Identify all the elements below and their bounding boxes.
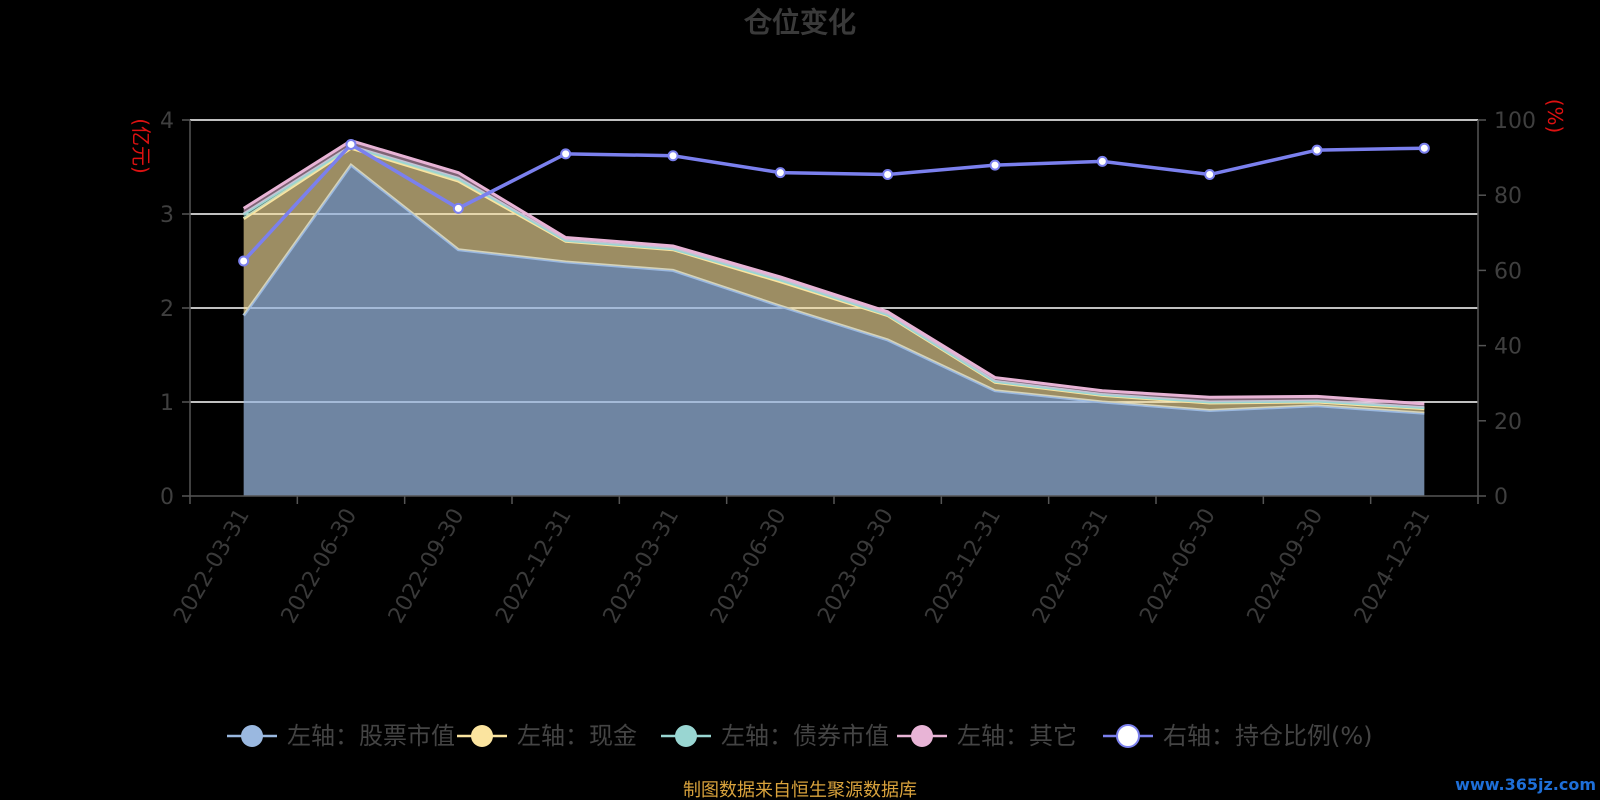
x-tick-label: 2023-12-31 xyxy=(921,505,1007,628)
legend-item-1[interactable]: 左轴：股票市值 xyxy=(227,722,455,750)
holding-ratio-point xyxy=(1311,144,1323,156)
legend-marker xyxy=(911,725,933,747)
legend-label: 左轴：债券市值 xyxy=(721,722,889,750)
holding-ratio-point xyxy=(1096,155,1108,167)
right-tick-label: 80 xyxy=(1494,184,1522,209)
legend-marker xyxy=(241,725,263,747)
area-edge-1 xyxy=(242,162,1425,415)
left-tick-label: 3 xyxy=(160,203,174,228)
area-edge-4 xyxy=(242,139,1425,406)
legend-marker xyxy=(1116,724,1140,748)
right-tick-label: 0 xyxy=(1494,485,1508,510)
stacked-areas xyxy=(242,139,1425,496)
left-tick-label: 0 xyxy=(160,485,174,510)
x-tick-label: 2022-06-30 xyxy=(277,505,363,628)
holding-ratio-point xyxy=(1418,142,1430,154)
holding-ratio-point xyxy=(989,159,1001,171)
right-tick-label: 40 xyxy=(1494,335,1522,360)
right-tick-label: 100 xyxy=(1494,109,1536,134)
legend-label: 右轴：持仓比例(%) xyxy=(1163,722,1373,750)
legend-item-2[interactable]: 左轴：现金 xyxy=(457,722,637,750)
left-axis-unit: (亿元) xyxy=(129,118,153,174)
x-tick-label: 2023-09-30 xyxy=(813,505,899,628)
left-tick-label: 1 xyxy=(160,391,174,416)
legend-item-5[interactable]: 右轴：持仓比例(%) xyxy=(1103,722,1373,750)
area-edge-3 xyxy=(242,144,1425,410)
x-tick-label: 2024-06-30 xyxy=(1135,505,1221,628)
holding-ratio-point xyxy=(345,138,357,150)
holding-ratio-point xyxy=(1204,169,1216,181)
x-tick-label: 2024-03-31 xyxy=(1028,505,1114,628)
x-tick-label: 2023-06-30 xyxy=(706,505,792,628)
holding-ratio-point xyxy=(882,169,894,181)
legend-marker xyxy=(471,725,493,747)
x-tick-label: 2022-03-31 xyxy=(169,505,255,628)
x-tick-label: 2024-12-31 xyxy=(1350,505,1436,628)
legend-item-4[interactable]: 左轴：其它 xyxy=(897,722,1077,750)
chart-title: 仓位变化 xyxy=(744,6,856,39)
area-1 xyxy=(243,165,1425,496)
holding-ratio-point xyxy=(774,167,786,179)
holding-ratio-point xyxy=(238,255,250,267)
legend-label: 左轴：其它 xyxy=(957,722,1077,750)
holding-ratio-point xyxy=(667,150,679,162)
left-tick-label: 4 xyxy=(160,109,174,134)
data-source-note: 制图数据来自恒生聚源数据库 xyxy=(683,780,917,800)
holding-ratio-point xyxy=(452,202,464,214)
left-tick-label: 2 xyxy=(160,297,174,322)
right-tick-label: 60 xyxy=(1494,259,1522,284)
right-tick-label: 20 xyxy=(1494,410,1522,435)
holding-ratio-series xyxy=(238,138,1430,267)
holding-ratio-point xyxy=(560,148,572,160)
x-tick-label: 2023-03-31 xyxy=(599,505,685,628)
legend-item-3[interactable]: 左轴：债券市值 xyxy=(661,722,889,750)
x-tick-label: 2024-09-30 xyxy=(1243,505,1329,628)
legend-marker xyxy=(675,725,697,747)
right-axis-unit: (%) xyxy=(1543,99,1567,134)
watermark: www.365jz.com xyxy=(1455,775,1596,794)
holding-ratio-line xyxy=(242,142,1425,263)
legend: 左轴：股票市值 左轴：现金 左轴：债券市值 左轴：其它 右轴：持仓比例(%) xyxy=(227,722,1373,750)
legend-label: 左轴：现金 xyxy=(517,722,637,750)
x-tick-label: 2022-12-31 xyxy=(491,505,577,628)
x-tick-label: 2022-09-30 xyxy=(384,505,470,628)
legend-label: 左轴：股票市值 xyxy=(287,722,455,750)
